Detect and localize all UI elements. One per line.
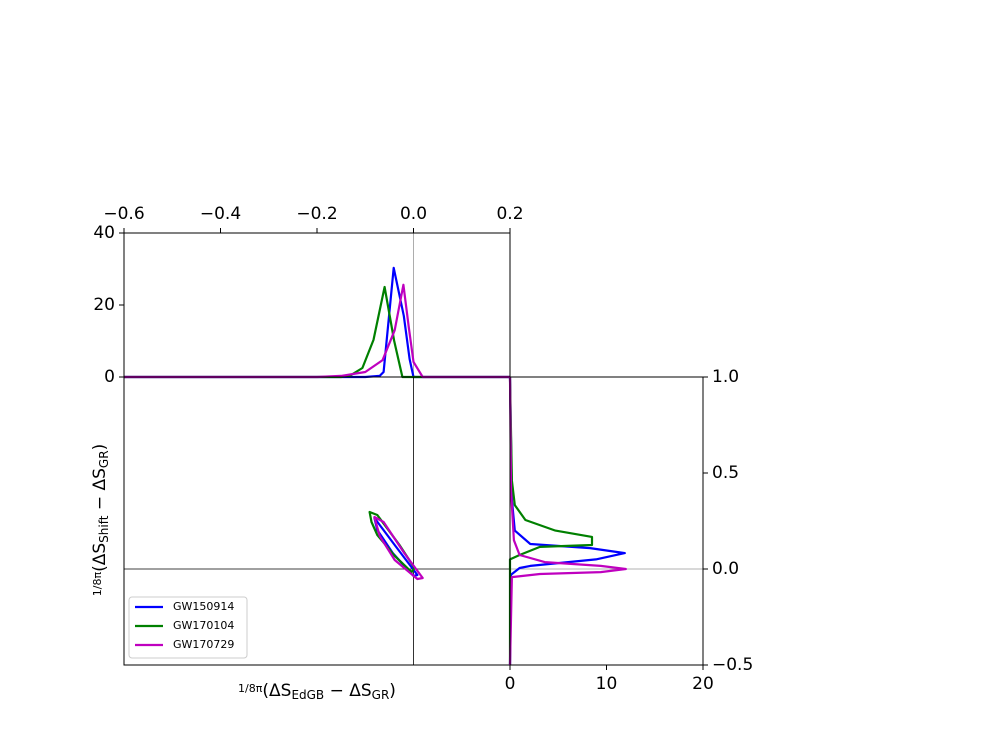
label-part: EdGB	[291, 688, 324, 702]
x-tick-label: 0	[505, 674, 516, 694]
label-part: 1/8π	[238, 682, 263, 695]
label-part: 1/8π	[91, 572, 104, 597]
label-part: (ΔS	[90, 543, 110, 572]
y-tick-label: 0.0	[712, 559, 739, 579]
x-tick-label: 0.2	[496, 204, 523, 224]
label-part: )	[90, 444, 110, 451]
x-axis-label: 1/8π(ΔSEdGB − ΔSGR)	[238, 681, 396, 702]
label-part: − ΔS	[90, 468, 110, 515]
line	[124, 266, 510, 379]
label-part: GR	[97, 450, 111, 468]
x-tick-label: −0.6	[103, 204, 144, 224]
legend: GW150914 GW170104 GW170729	[128, 596, 248, 659]
x-tick-label: 0.0	[400, 204, 427, 224]
legend-label: GW170729	[173, 638, 234, 651]
label-part: GR	[372, 688, 390, 702]
x-tick-label: 10	[596, 674, 618, 694]
line	[508, 376, 627, 666]
contour	[373, 515, 424, 581]
label-part: Shift	[97, 515, 111, 543]
y-tick-label: −0.5	[712, 655, 753, 675]
line	[508, 376, 594, 665]
legend-label: GW170104	[173, 619, 234, 632]
x-tick-label: −0.2	[296, 204, 337, 224]
label-part: − ΔS	[324, 681, 371, 701]
label-part: (ΔS	[262, 681, 291, 701]
y-tick-label: 1.0	[712, 367, 739, 387]
x-tick-label: 20	[692, 674, 714, 694]
legend-frame	[128, 596, 248, 659]
line	[124, 285, 510, 379]
line	[124, 283, 510, 379]
y-tick-label: 0	[104, 367, 115, 387]
axes-frame	[509, 376, 704, 666]
label-part: )	[389, 681, 396, 701]
y-tick-label: 40	[93, 223, 115, 243]
x-tick-label: −0.4	[200, 204, 241, 224]
y-tick-label: 0.5	[712, 463, 739, 483]
axes-frame	[123, 232, 511, 378]
y-tick-label: 20	[93, 295, 115, 315]
legend-label: GW150914	[173, 600, 234, 613]
contour	[373, 516, 419, 577]
y-axis-label: 1/8π(ΔSShift − ΔSGR)	[90, 444, 111, 596]
